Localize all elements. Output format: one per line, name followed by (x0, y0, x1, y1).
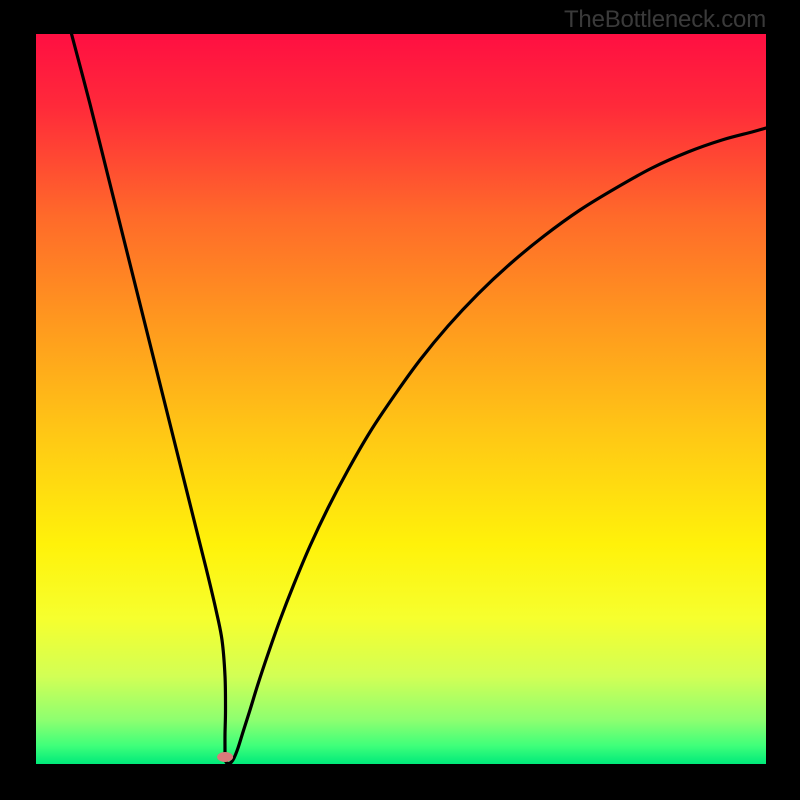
chart-svg (0, 0, 800, 800)
chart-frame: TheBottleneck.com (0, 0, 800, 800)
plot-background (36, 34, 766, 764)
vertex-marker (217, 752, 233, 762)
outer-black (0, 0, 800, 800)
watermark-text: TheBottleneck.com (564, 6, 766, 34)
bottleneck-curve (71, 32, 766, 764)
